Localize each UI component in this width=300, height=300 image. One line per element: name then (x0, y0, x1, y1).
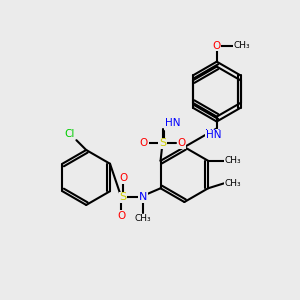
Text: O: O (213, 41, 221, 51)
Text: HN: HN (165, 118, 180, 128)
Text: S: S (159, 138, 166, 148)
Text: O: O (117, 211, 125, 221)
Text: CH₃: CH₃ (224, 179, 241, 188)
Text: CH₃: CH₃ (234, 41, 250, 50)
Text: N: N (139, 192, 147, 202)
Text: CH₃: CH₃ (224, 156, 241, 165)
Text: HN: HN (205, 129, 220, 139)
Text: Cl: Cl (64, 129, 75, 139)
Text: O: O (177, 138, 185, 148)
Text: S: S (120, 192, 127, 202)
Text: O: O (140, 138, 148, 148)
Text: O: O (119, 173, 128, 184)
Text: HN: HN (206, 130, 221, 140)
Text: CH₃: CH₃ (135, 214, 151, 223)
